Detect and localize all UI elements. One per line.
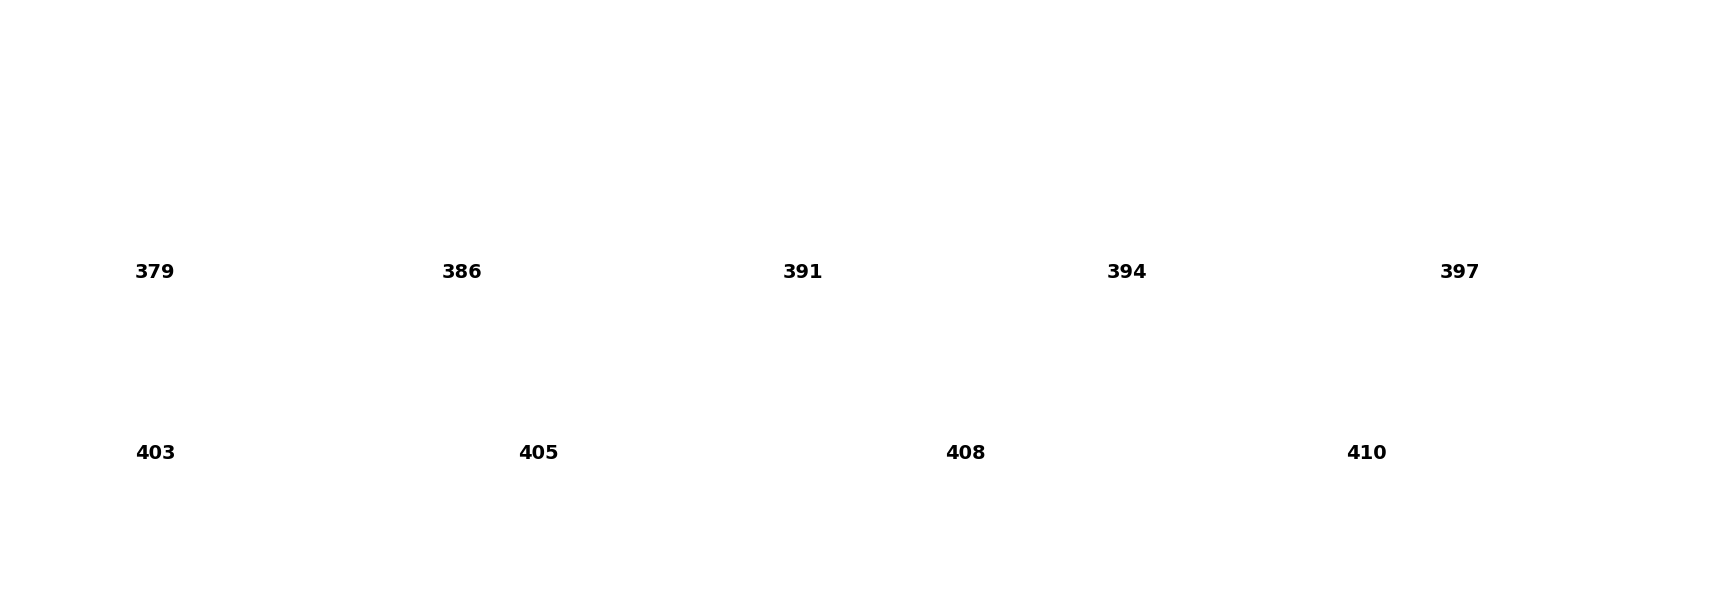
Text: 397: 397 (1441, 263, 1480, 282)
Text: 394: 394 (1107, 263, 1148, 282)
Text: 410: 410 (1347, 443, 1386, 463)
Text: 379: 379 (135, 263, 176, 282)
Text: 408: 408 (945, 443, 986, 463)
Text: 386: 386 (441, 263, 482, 282)
Text: 391: 391 (783, 263, 824, 282)
Text: 405: 405 (518, 443, 559, 463)
Text: 403: 403 (135, 443, 176, 463)
